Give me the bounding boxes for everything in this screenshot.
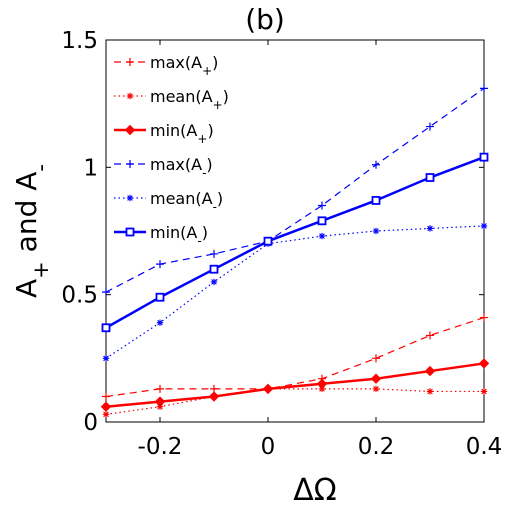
legend-min-a-minus-label: min(A-): [150, 223, 208, 248]
y-tick-label-0: 0: [83, 410, 98, 436]
series-mean-a-minus-point-7: [480, 222, 488, 230]
series-max-a-minus-point-1: [156, 260, 164, 269]
y-tick-label-1: 0.5: [61, 283, 98, 309]
y-tick-label-2: 1: [83, 155, 98, 181]
series-min-a-minus-point-4: [317, 216, 327, 226]
series-min-a-minus-point-1: [155, 292, 165, 302]
series-min-a-plus-point-6: [424, 365, 436, 377]
x-tick-label-0: -0.2: [138, 434, 183, 460]
series-min-a-minus-point-2: [209, 264, 219, 274]
series-mean-a-minus-line: [105, 225, 485, 359]
series-max-a-plus-point-5: [372, 354, 380, 363]
series-max-a-plus-line: [105, 317, 485, 398]
series-max-a-minus-point-4: [318, 201, 326, 210]
series-max-a-minus-point-7: [480, 84, 488, 93]
legend-min-a-plus-label: min(A+): [150, 121, 214, 146]
legend: max(A+) mean(A+) min(A+) max(A-) mean(A-) min…: [114, 53, 229, 248]
series-min-a-plus-point-1: [154, 396, 166, 407]
series-max-a-plus-point-7: [480, 313, 488, 322]
legend-mean-a-minus-label: mean(A-): [150, 189, 223, 214]
series-min-a-plus-point-2: [208, 391, 220, 402]
legend-max-a-minus-label: max(A-): [150, 155, 213, 180]
series-mean-a-minus-point-0: [102, 355, 110, 362]
series-min-a-minus-point-0: [101, 323, 111, 333]
x-axis-label: ΔΩ: [293, 473, 336, 508]
series-min-a-plus-point-4: [316, 378, 328, 390]
series-max-a-plus-point-0: [102, 392, 110, 401]
legend-max-a-minus-marker: [126, 160, 134, 168]
legend-max-a-plus-marker: [126, 58, 134, 66]
series-mean-a-minus-point-6: [426, 225, 434, 232]
legend-mean-a-plus-label: mean(A+): [150, 87, 229, 112]
series-min-a-plus-point-0: [100, 401, 112, 412]
series-mean-a-minus-point-5: [372, 227, 380, 235]
series-min-a-minus-line: [105, 155, 485, 329]
chart-title: (b): [245, 3, 285, 36]
series-max-a-plus-point-1: [156, 384, 164, 393]
series-min-a-minus-point-5: [371, 196, 381, 205]
y-tick-label-3: 1.5: [61, 28, 98, 54]
series-mean-a-minus-point-2: [210, 278, 218, 286]
series-min-a-minus-point-3: [263, 236, 273, 246]
legend-max-a-plus-label: max(A+): [150, 53, 218, 78]
legend-mean-a-plus-marker: [126, 92, 134, 100]
series-min-a-plus-point-7: [478, 358, 490, 369]
y-axis-label: A+ and A-: [10, 164, 53, 298]
series-mean-a-plus-point-0: [102, 411, 110, 418]
series-mean-a-plus-point-7: [480, 388, 488, 395]
x-tick-label-2: 0.2: [358, 434, 395, 460]
legend-min-a-plus-marker: [124, 124, 136, 136]
series-min-a-minus-point-6: [425, 173, 435, 182]
series-max-a-plus-point-6: [426, 331, 434, 340]
series-mean-a-plus-point-6: [426, 388, 434, 395]
series-min-a-plus-point-5: [370, 373, 382, 384]
series-mean-a-minus-point-1: [156, 319, 164, 326]
series-mean-a-plus-point-5: [372, 385, 380, 393]
x-tick-label-1: 0: [261, 434, 276, 460]
legend-min-a-minus-marker: [125, 227, 135, 237]
legend-mean-a-minus-marker: [126, 194, 134, 202]
series-mean-a-plus-line: [105, 388, 484, 415]
series-mean-a-minus-point-4: [318, 232, 326, 240]
series-min-a-minus-point-7: [479, 152, 489, 162]
series-max-a-minus-point-2: [210, 249, 218, 258]
series-min-a-plus-line: [105, 362, 485, 408]
series-max-a-minus-point-6: [426, 122, 434, 131]
series-max-a-minus-point-5: [372, 160, 380, 169]
plot-frame: [105, 39, 485, 423]
x-tick-label-3: 0.4: [466, 434, 503, 460]
series-min-a-plus-point-3: [262, 383, 274, 395]
